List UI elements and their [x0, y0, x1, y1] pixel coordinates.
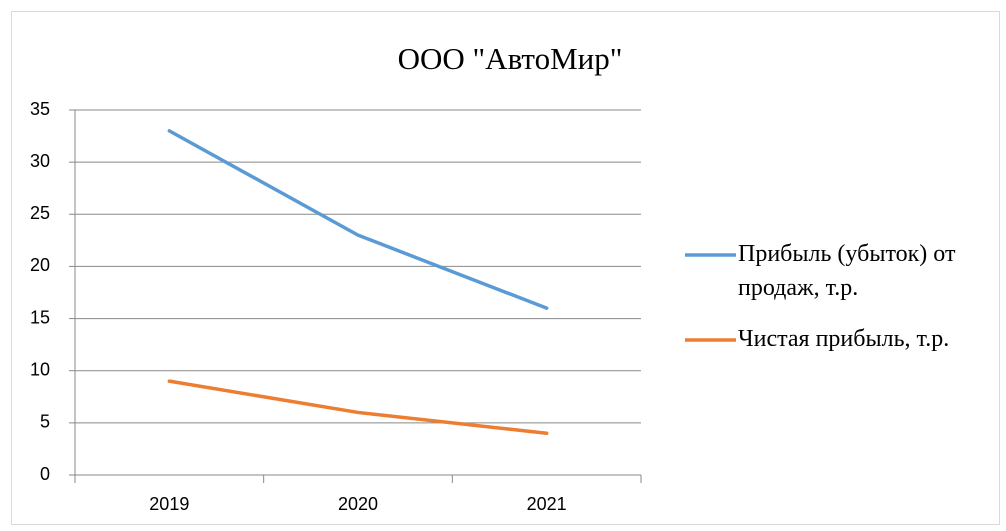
y-tick-label: 25	[30, 203, 50, 223]
series-line	[167, 129, 549, 310]
y-tick-label: 30	[30, 151, 50, 171]
y-tick-label: 20	[30, 255, 50, 275]
x-tick-label: 2020	[338, 494, 378, 514]
y-tick-label: 35	[30, 99, 50, 119]
chart-border	[11, 11, 1000, 525]
chart-title: ООО "АвтоМир"	[398, 41, 623, 76]
series-line	[167, 379, 549, 436]
y-tick-label: 10	[30, 359, 50, 379]
x-tick-label: 2021	[527, 494, 567, 514]
legend-label: Прибыль (убыток) от продаж, т.р.	[738, 241, 956, 301]
x-tick-label: 2019	[149, 494, 189, 514]
y-tick-label: 5	[40, 412, 50, 432]
legend-label: Чистая прибыль, т.р.	[738, 326, 950, 352]
y-tick-label: 0	[40, 464, 50, 484]
y-tick-label: 15	[30, 307, 50, 327]
